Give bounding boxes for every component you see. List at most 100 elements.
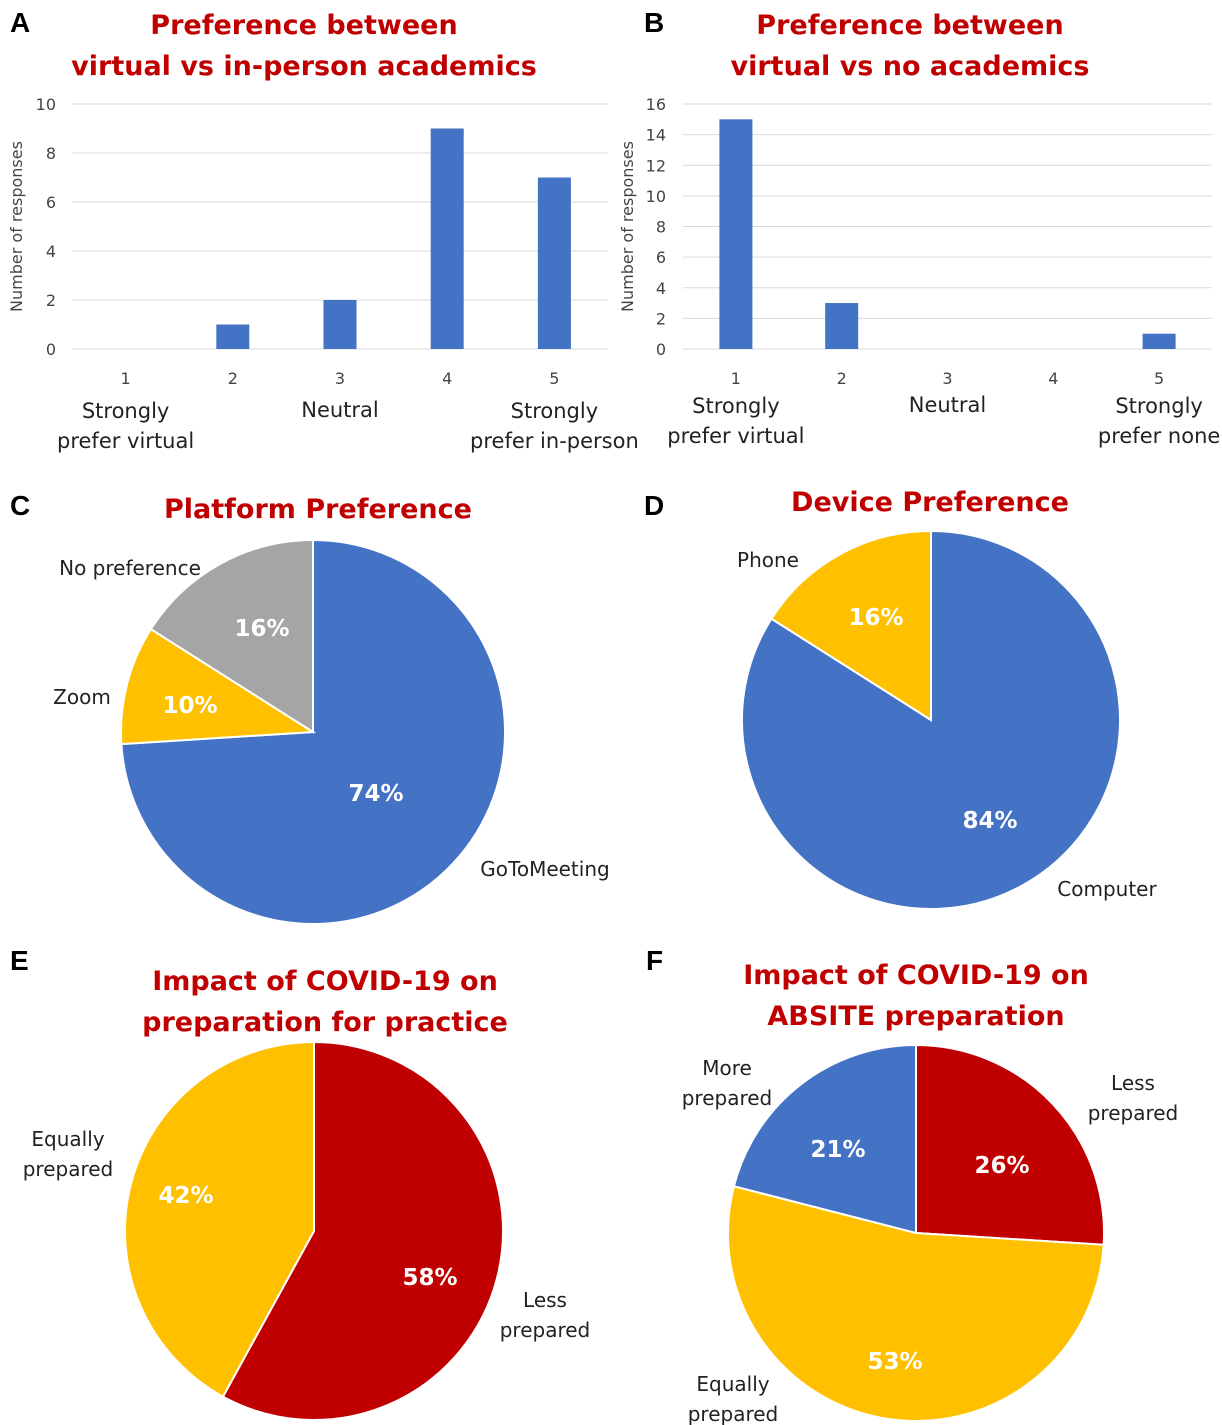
pie-slice: [732, 1043, 917, 1235]
chart-title: Impact of COVID-19 on: [743, 960, 1089, 991]
slice-category-label: Computer: [1057, 877, 1157, 901]
category-label: prefer virtual: [57, 429, 194, 453]
pie-slice: [770, 529, 932, 722]
x-tick-label: 2: [228, 369, 238, 388]
y-tick-label: 8: [46, 144, 56, 163]
chart-title: Preference between: [150, 10, 457, 41]
x-tick-label: 3: [335, 369, 345, 388]
bar: [825, 303, 859, 349]
x-tick-label: 1: [121, 369, 131, 388]
pie-chart-panel-d: Device Preference D 84% Computer 16% Phone: [644, 487, 1157, 910]
bar: [323, 300, 357, 349]
y-tick-label: 16: [646, 95, 666, 114]
x-tick-label: 4: [442, 369, 452, 388]
chart-title: Device Preference: [791, 487, 1069, 518]
category-label: Neutral: [909, 393, 987, 417]
chart-title: Impact of COVID-19 on: [152, 966, 498, 997]
chart-title: Preference between: [756, 10, 1063, 41]
slice-percent-label: 26%: [974, 1153, 1029, 1179]
category-label: Strongly: [82, 399, 170, 423]
x-tick-label: 4: [1048, 369, 1058, 388]
slice-category-label: prepared: [682, 1086, 773, 1110]
pie-slice: [120, 627, 317, 746]
category-label: Strongly: [511, 399, 599, 423]
slice-category-label: prepared: [688, 1402, 779, 1425]
slice-category-label: Less: [523, 1288, 567, 1312]
pie-slice: [221, 1040, 504, 1421]
y-tick-label: 8: [656, 218, 666, 237]
pie-slice: [727, 1185, 1105, 1423]
panel-letter: C: [10, 490, 30, 521]
bar-chart-panel-b: Preference between virtual vs no academic…: [618, 7, 1220, 448]
slice-percent-label: 16%: [234, 616, 289, 642]
category-label: Strongly: [1115, 394, 1203, 418]
slice-category-label: Phone: [737, 548, 799, 572]
bar-chart-panel-a: Preference between virtual vs in-person a…: [7, 7, 639, 453]
slice-category-label: prepared: [1088, 1101, 1179, 1125]
slice-percent-label: 84%: [962, 808, 1017, 834]
slice-percent-label: 53%: [867, 1349, 922, 1375]
chart-title: preparation for practice: [142, 1007, 508, 1038]
chart-title: ABSITE preparation: [767, 1001, 1064, 1032]
slice-percent-label: 58%: [402, 1265, 457, 1291]
y-axis-label: Number of responses: [7, 141, 26, 312]
pie-slice: [124, 1040, 315, 1398]
y-tick-label: 4: [46, 242, 56, 261]
panel-letter: D: [644, 490, 664, 521]
x-tick-label: 3: [942, 369, 952, 388]
chart-title: Platform Preference: [164, 494, 472, 525]
y-tick-label: 10: [646, 187, 666, 206]
x-tick-label: 1: [731, 369, 741, 388]
pie-slice: [915, 1043, 1105, 1246]
slice-category-label: prepared: [23, 1157, 114, 1181]
pie-chart-panel-c: Platform Preference C 74% GoToMeeting 10% Zoo…: [10, 490, 610, 925]
panel-letter: E: [10, 945, 29, 976]
category-label: Neutral: [301, 398, 379, 422]
slice-percent-label: 74%: [348, 781, 403, 807]
bar: [537, 177, 571, 349]
slice-percent-label: 16%: [848, 605, 903, 631]
slice-category-label: Equally: [31, 1127, 104, 1151]
chart-title: virtual vs no academics: [731, 51, 1090, 82]
x-tick-label: 5: [1154, 369, 1164, 388]
y-tick-label: 4: [656, 279, 666, 298]
chart-title: virtual vs in-person academics: [71, 51, 537, 82]
pie-slice: [149, 538, 314, 734]
slice-category-label: Less: [1111, 1071, 1155, 1095]
slice-category-label: No preference: [59, 556, 201, 580]
slice-category-label: GoToMeeting: [480, 857, 609, 881]
y-tick-label: 0: [656, 340, 666, 359]
y-tick-label: 0: [46, 340, 56, 359]
category-label: prefer in-person: [470, 429, 639, 453]
slice-percent-label: 10%: [162, 693, 217, 719]
slice-category-label: More: [702, 1056, 752, 1080]
bar: [719, 119, 753, 349]
bar: [430, 128, 464, 349]
y-tick-label: 10: [36, 95, 56, 114]
slice-percent-label: 21%: [810, 1137, 865, 1163]
y-tick-label: 12: [646, 156, 666, 175]
y-tick-label: 2: [46, 291, 56, 310]
pie-chart-panel-f: Impact of COVID-19 on ABSITE preparation F…: [646, 945, 1178, 1425]
x-tick-label: 5: [549, 369, 559, 388]
bar: [1142, 333, 1176, 349]
panel-letter: B: [644, 7, 664, 38]
y-tick-label: 6: [46, 193, 56, 212]
category-label: prefer virtual: [667, 424, 804, 448]
slice-category-label: Equally: [696, 1372, 769, 1396]
pie-chart-panel-e: Impact of COVID-19 on preparation for pra…: [10, 945, 591, 1421]
slice-category-label: prepared: [500, 1318, 591, 1342]
y-tick-label: 2: [656, 309, 666, 328]
x-tick-label: 2: [837, 369, 847, 388]
slice-percent-label: 42%: [158, 1183, 213, 1209]
y-tick-label: 14: [646, 126, 666, 145]
y-axis-label: Number of responses: [618, 141, 637, 312]
panel-letter: A: [10, 7, 30, 38]
category-label: Strongly: [692, 394, 780, 418]
category-label: prefer none: [1098, 424, 1220, 448]
panel-letter: F: [646, 945, 663, 976]
slice-category-label: Zoom: [53, 685, 111, 709]
bar: [216, 324, 250, 349]
y-tick-label: 6: [656, 248, 666, 267]
